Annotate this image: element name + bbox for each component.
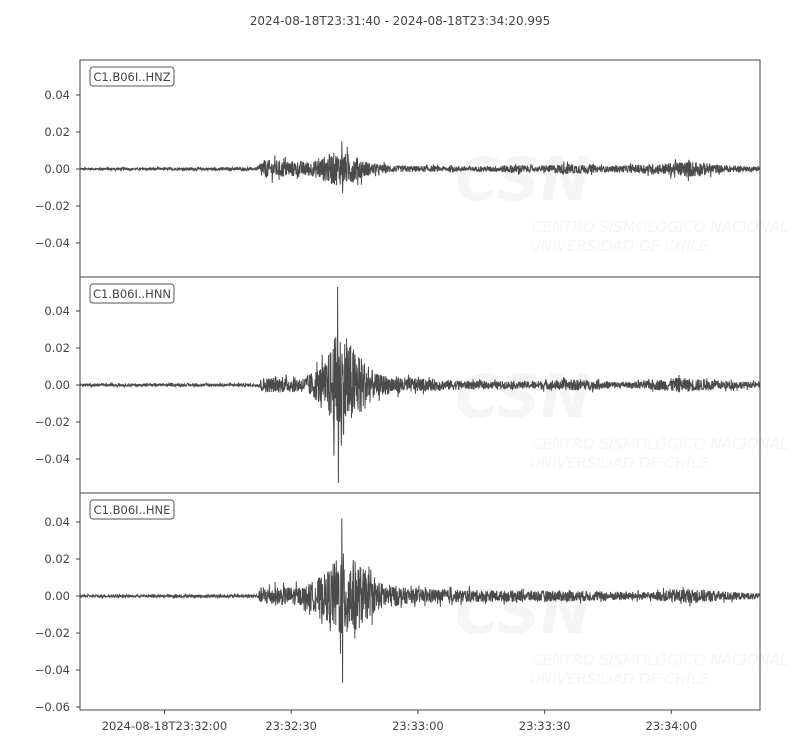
y-tick-label: 0.00 <box>44 162 70 176</box>
y-tick-label: 0.00 <box>44 378 70 392</box>
y-tick-label: −0.02 <box>35 199 70 213</box>
x-tick-label: 23:32:30 <box>265 719 317 733</box>
x-tick-label: 2024-08-18T23:32:00 <box>102 719 228 733</box>
trace-panel: CSN CENTRO SISMOLÓGICO NACIONALUNIVERSIDA… <box>35 59 788 278</box>
y-tick-label: 0.02 <box>44 552 70 566</box>
watermark-logo: CSN <box>455 578 590 648</box>
watermark-line1: CENTRO SISMOLÓGICO NACIONAL <box>532 650 788 669</box>
waveform-trace <box>79 518 761 683</box>
x-tick-label: 23:34:00 <box>645 719 697 733</box>
csn-watermark: CSN CENTRO SISMOLÓGICO NACIONALUNIVERSIDA… <box>455 145 788 255</box>
y-tick-label: 0.02 <box>44 341 70 355</box>
trace-panel: CSN CENTRO SISMOLÓGICO NACIONALUNIVERSIDA… <box>35 492 788 714</box>
trace-panel: CSN CENTRO SISMOLÓGICO NACIONALUNIVERSIDA… <box>35 276 788 494</box>
channel-label: C1.B06I..HNE <box>94 503 171 517</box>
y-tick-label: −0.02 <box>35 626 70 640</box>
waveform-trace <box>79 141 761 194</box>
x-tick-label: 23:33:30 <box>519 719 571 733</box>
waveform-trace <box>79 286 761 484</box>
y-tick-label: −0.02 <box>35 415 70 429</box>
watermark-line1: CENTRO SISMOLÓGICO NACIONAL <box>532 217 788 236</box>
y-tick-label: 0.04 <box>44 88 70 102</box>
y-tick-label: 0.02 <box>44 125 70 139</box>
y-tick-label: −0.06 <box>35 700 70 714</box>
channel-label-box <box>89 66 175 87</box>
channel-label: C1.B06I..HNZ <box>93 70 170 84</box>
watermark-logo: CSN <box>455 362 590 432</box>
axes-frame <box>79 492 761 711</box>
channel-label-box <box>89 499 175 520</box>
y-tick-label: −0.04 <box>35 452 70 466</box>
watermark-logo: CSN <box>455 145 590 215</box>
y-tick-label: 0.00 <box>44 589 70 603</box>
channel-label-box <box>89 283 175 304</box>
channel-label: C1.B06I..HNN <box>93 287 171 301</box>
chart-title: 2024-08-18T23:31:40 - 2024-08-18T23:34:2… <box>250 14 551 28</box>
y-tick-label: 0.04 <box>44 304 70 318</box>
watermark-line2: UNIVERSIDAD DE CHILE <box>530 454 709 472</box>
csn-watermark: CSN CENTRO SISMOLÓGICO NACIONALUNIVERSIDA… <box>455 362 788 472</box>
watermark-line2: UNIVERSIDAD DE CHILE <box>530 670 709 688</box>
y-tick-label: −0.04 <box>35 236 70 250</box>
watermark-line1: CENTRO SISMOLÓGICO NACIONAL <box>532 434 788 453</box>
y-tick-label: −0.04 <box>35 663 70 677</box>
watermark-line2: UNIVERSIDAD DE CHILE <box>530 237 709 255</box>
y-tick-label: 0.04 <box>44 515 70 529</box>
x-tick-label: 23:33:00 <box>392 719 444 733</box>
